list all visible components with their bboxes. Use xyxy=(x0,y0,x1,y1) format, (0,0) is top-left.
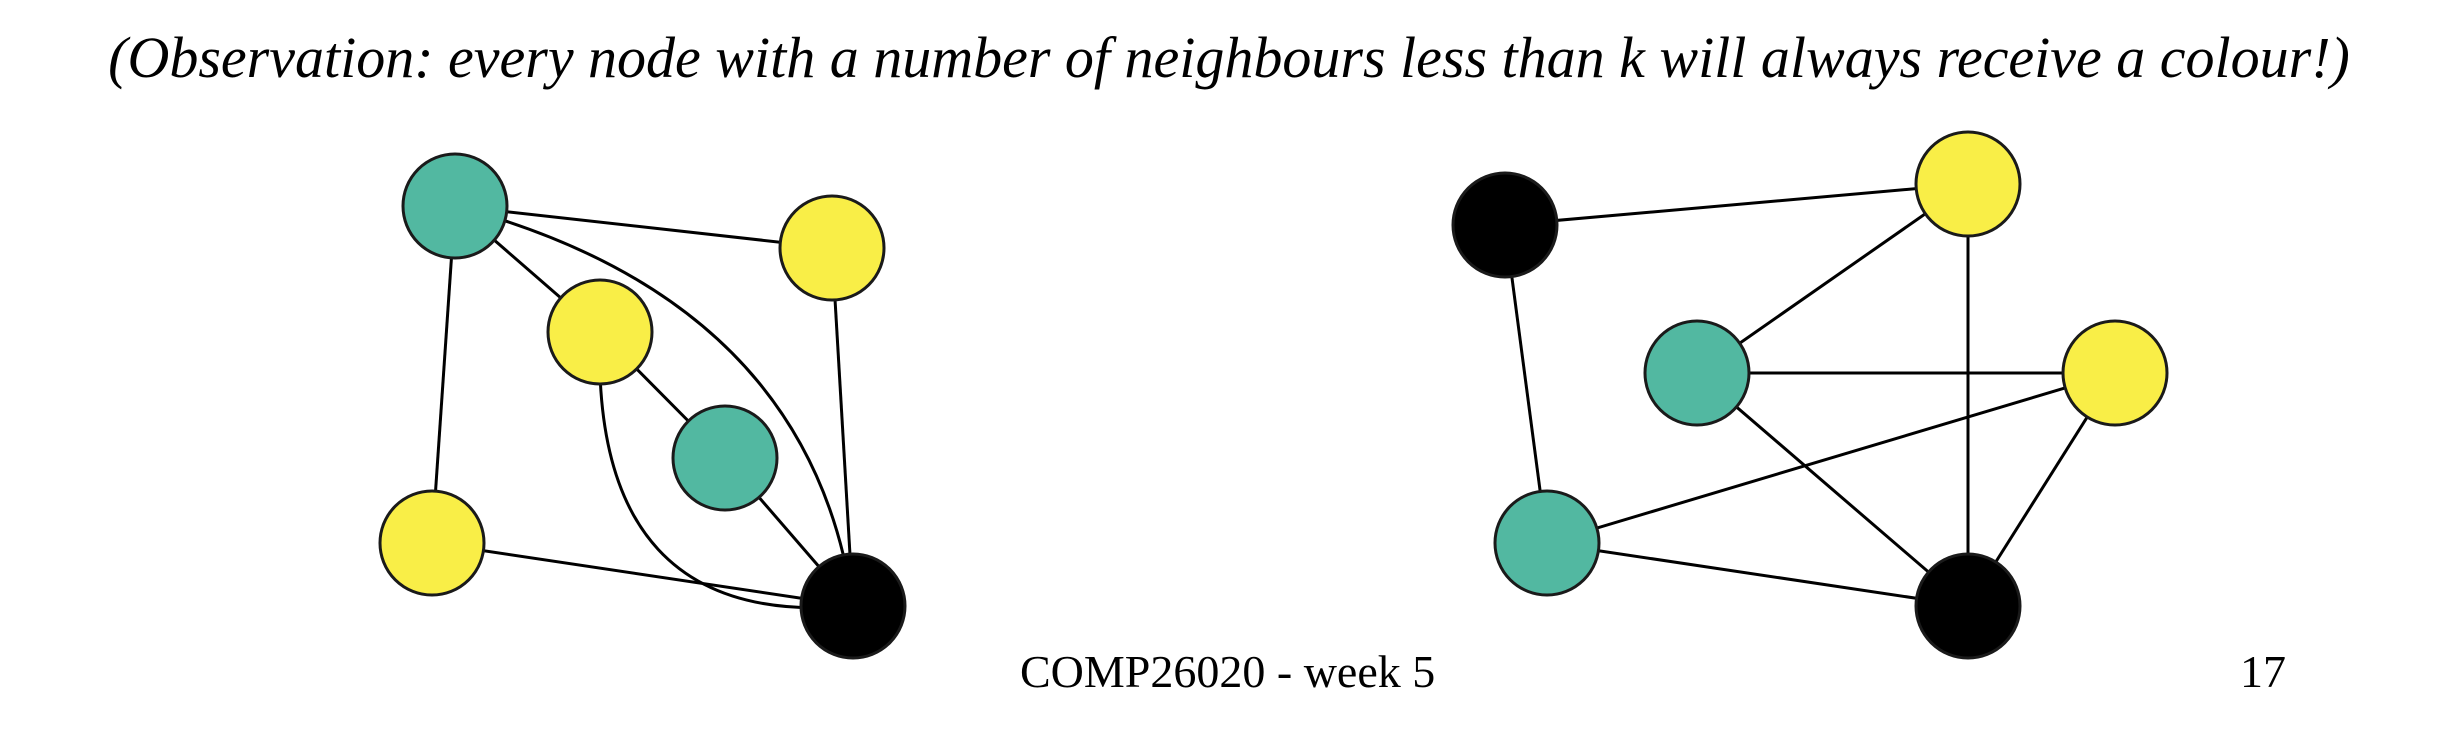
edge-l3-l6 xyxy=(598,331,854,610)
edge-r5-r4 xyxy=(1546,371,2116,545)
footer-course-label: COMP26020 - week 5 xyxy=(1020,646,1436,697)
node-r4-yellow xyxy=(2061,319,2169,427)
node-l4-teal xyxy=(671,404,779,512)
edge-r3-r6 xyxy=(1696,371,1969,608)
edge-l1-l2 xyxy=(454,204,833,250)
node-l6-black xyxy=(799,552,907,660)
left-graph xyxy=(378,152,907,660)
edge-l1-l5 xyxy=(430,205,457,544)
observation-text: (Observation: every node with a number o… xyxy=(108,25,2350,90)
node-r2-yellow xyxy=(1914,130,2022,238)
edge-l5-l6 xyxy=(431,541,854,608)
node-l2-yellow xyxy=(778,194,886,302)
edge-l2-l6 xyxy=(830,247,855,607)
edge-r5-r6 xyxy=(1546,541,1969,608)
node-r1-black xyxy=(1451,171,1559,279)
node-r3-teal xyxy=(1643,319,1751,427)
node-l3-yellow xyxy=(546,278,654,386)
node-r5-teal xyxy=(1493,489,1601,597)
page-number: 17 xyxy=(2240,646,2286,697)
edge-l1-l6 xyxy=(454,204,855,607)
edge-r2-r3 xyxy=(1696,182,1969,375)
node-r6-black xyxy=(1914,552,2022,660)
right-graph xyxy=(1451,130,2169,660)
node-l5-yellow xyxy=(378,489,486,597)
edge-r1-r2 xyxy=(1504,182,1969,227)
node-l1-teal xyxy=(401,152,509,260)
